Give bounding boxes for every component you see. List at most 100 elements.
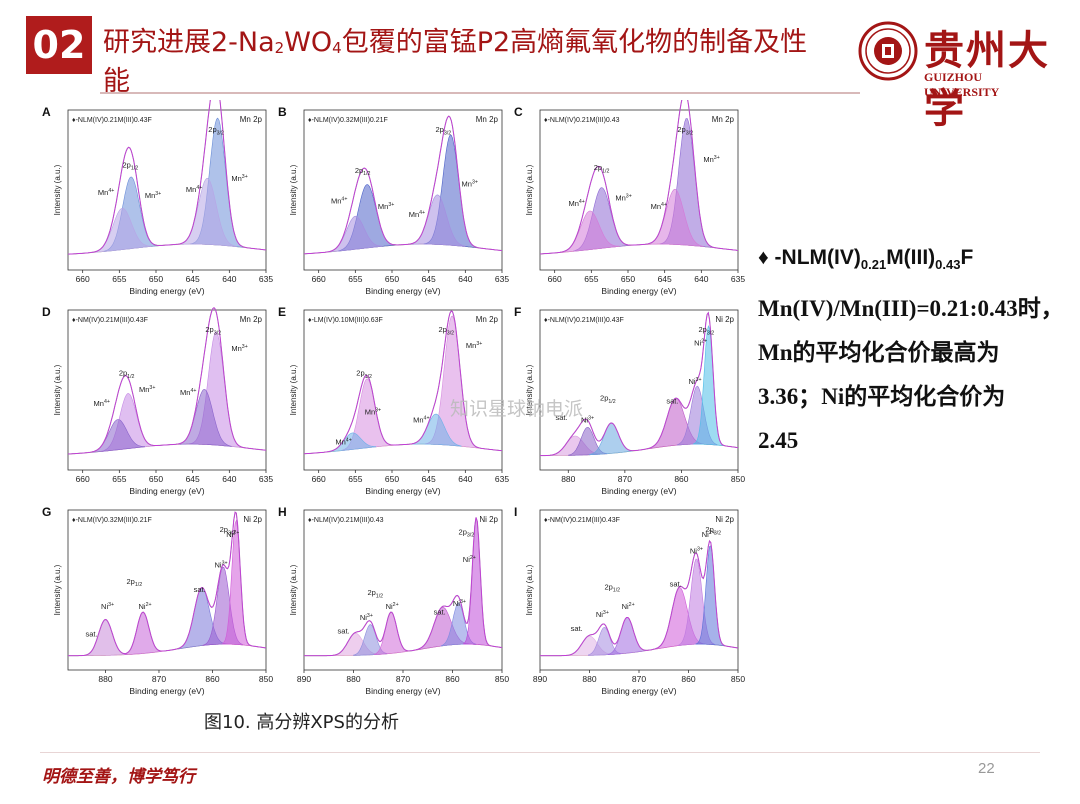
peak-annotation: 2p1/2 [594, 163, 610, 174]
xps-panel-h: H ♦-NLM(IV)0.21M(III)0.43 Ni 2p 890 880 870 86… [274, 500, 510, 698]
x-tick-label: 640 [222, 474, 236, 484]
x-tick-label: 635 [731, 274, 745, 284]
x-tick-label: 870 [618, 474, 632, 484]
fit-peak [646, 188, 704, 247]
y-axis-label: Intensity (a.u.) [525, 164, 534, 215]
x-tick-label: 655 [348, 474, 362, 484]
x-tick-label: 640 [458, 274, 472, 284]
peak-annotation: sat. [555, 413, 567, 422]
xps-chart-b: B ♦-NLM(IV)0.32M(III)0.21F Mn 2p 660 655 650 6… [278, 105, 509, 296]
fit-peak [328, 215, 383, 253]
x-tick-label: 660 [312, 474, 326, 484]
peak-annotation: 2p3/2 [208, 125, 224, 136]
peak-annotation: Ni2+ [386, 602, 399, 611]
figure-caption: 图10. 高分辨XPS的分析 [204, 712, 399, 733]
panel-letter: G [42, 505, 51, 519]
panel-element: Mn 2p [240, 315, 263, 324]
panel-legend: ♦-NLM(IV)0.21M(III)0.43F [72, 117, 152, 124]
xps-panel-i: I ♦-NM(IV)0.21M(III)0.43F Ni 2p 890 880 870 86… [510, 500, 746, 698]
peak-annotation: 2p1/2 [356, 369, 372, 380]
section-badge: 02 [26, 16, 92, 74]
x-axis-label: Binding energy (eV) [601, 486, 676, 496]
plot-frame [67, 109, 267, 271]
peak-annotation: 2p1/2 [367, 588, 383, 599]
findings-text: ♦ -NLM(IV)0.21M(III)0.43F Mn(IV)/Mn(III)… [758, 236, 1068, 463]
peak-annotation: Mn4+ [335, 438, 351, 447]
xps-chart-g: G ♦-NLM(IV)0.32M(III)0.21F Ni 2p 880 870 860 8… [42, 505, 273, 696]
xps-chart-i: I ♦-NM(IV)0.21M(III)0.43F Ni 2p 890 880 870 86… [514, 505, 745, 696]
panel-legend: ♦-NLM(IV)0.21M(III)0.43 [544, 117, 620, 124]
peak-annotation: 2p3/2 [459, 527, 475, 538]
peak-annotation: Ni3+ [101, 602, 114, 611]
x-axis-label: Binding energy (eV) [365, 686, 440, 696]
xps-chart-a: A ♦-NLM(IV)0.21M(III)0.43F Mn 2p 660 655 650 6… [42, 100, 273, 296]
panel-legend: ♦-NLM(IV)0.32M(III)0.21F [308, 117, 388, 124]
university-name-en: GUIZHOU UNIVERSITY [924, 70, 1000, 99]
envelope-line [540, 100, 739, 255]
peak-annotation: Ni3+ [596, 610, 609, 619]
y-axis-label: Intensity (a.u.) [289, 364, 298, 415]
y-axis-label: Intensity (a.u.) [525, 564, 534, 615]
x-tick-label: 870 [152, 674, 166, 684]
x-axis-label: Binding energy (eV) [129, 286, 204, 296]
x-tick-label: 640 [458, 474, 472, 484]
envelope-line [304, 115, 503, 255]
y-axis-label: Intensity (a.u.) [53, 164, 62, 215]
x-tick-label: 655 [348, 274, 362, 284]
panel-letter: B [278, 105, 287, 119]
peak-annotation: Mn3+ [139, 385, 155, 394]
panel-legend: ♦-NLM(IV)0.21M(III)0.43F [544, 317, 624, 324]
peak-annotation: Ni3+ [215, 560, 228, 569]
envelope-line [303, 310, 503, 455]
fit-peak [560, 210, 620, 253]
x-tick-label: 860 [445, 674, 459, 684]
peak-annotation: 2p3/2 [698, 325, 714, 336]
panel-legend: ♦-NM(IV)0.21M(III)0.43F [544, 517, 620, 524]
peak-annotation: 2p3/2 [677, 125, 693, 136]
page-title: 研究进展2-Na2WO4包覆的富锰P2高熵氟氧化物的制备及性能 [103, 27, 808, 97]
peak-annotation: 2p1/2 [123, 160, 139, 171]
peak-annotation: Ni2+ [463, 555, 476, 564]
fit-peak [179, 177, 237, 248]
panel-element: Mn 2p [476, 315, 499, 324]
peak-annotation: Ni2+ [694, 338, 707, 347]
x-tick-label: 640 [694, 274, 708, 284]
x-axis-label: Binding energy (eV) [601, 286, 676, 296]
panel-element: Mn 2p [712, 115, 735, 124]
peak-annotation: Mn3+ [703, 155, 719, 164]
x-tick-label: 645 [186, 474, 200, 484]
peak-annotation: sat. [670, 580, 682, 589]
x-tick-label: 890 [533, 674, 547, 684]
x-axis-label: Binding energy (eV) [601, 686, 676, 696]
x-tick-label: 635 [259, 474, 273, 484]
xps-panel-g: G ♦-NLM(IV)0.32M(III)0.21F Ni 2p 880 870 860 8… [38, 500, 274, 698]
peak-annotation: Mn3+ [378, 202, 394, 211]
peak-annotation: 2p3/2 [205, 325, 221, 336]
peak-annotation: Mn3+ [462, 180, 478, 189]
page-number: 22 [978, 760, 995, 777]
ni-valence-line: 3.36；Ni的平均化合价为 [758, 384, 1006, 410]
peak-annotation: 2p3/2 [438, 325, 454, 336]
plot-frame [303, 109, 503, 271]
ni-valence-value: 2.45 [758, 428, 799, 454]
xps-panel-a: A ♦-NLM(IV)0.21M(III)0.43F Mn 2p 660 655 650 6… [38, 100, 274, 298]
panel-letter: F [514, 305, 521, 319]
x-tick-label: 860 [681, 674, 695, 684]
fit-peak [91, 419, 145, 453]
fit-peak [177, 388, 232, 447]
peak-annotation: Ni3+ [360, 613, 373, 622]
sample-formula: ♦ -NLM(IV)0.21M(III)0.43F [758, 246, 974, 273]
y-axis-label: Intensity (a.u.) [53, 364, 62, 415]
peak-annotation: Mn4+ [413, 416, 429, 425]
peak-annotation: sat. [434, 607, 446, 616]
peak-annotation: Ni2+ [226, 530, 239, 539]
peak-annotation: Mn3+ [466, 341, 482, 350]
envelope-line [67, 100, 267, 255]
x-tick-label: 880 [561, 474, 575, 484]
university-seal-icon [858, 21, 918, 81]
envelope-line [540, 539, 739, 657]
x-tick-label: 880 [582, 674, 596, 684]
peak-annotation: 2p1/2 [119, 369, 135, 380]
mn-ratio-line: Mn(IV)/Mn(III)=0.21:0.43时， [758, 296, 1064, 322]
plot-frame [303, 309, 503, 471]
